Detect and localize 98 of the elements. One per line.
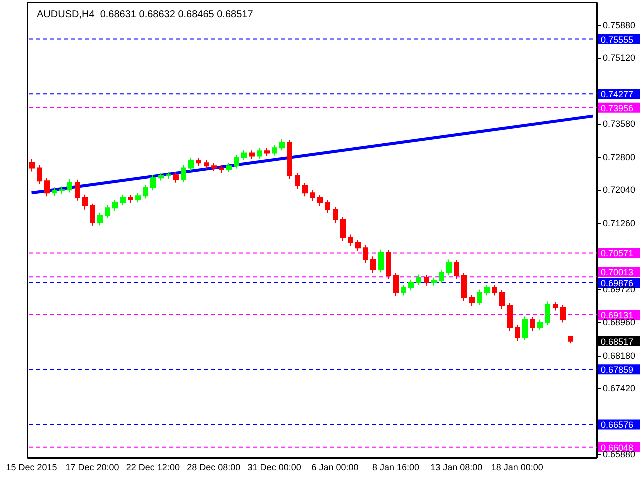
candlestick xyxy=(264,148,270,157)
y-tick-label: 0.75880 xyxy=(603,20,636,30)
y-tick-label: 0.67420 xyxy=(603,383,636,394)
candlestick xyxy=(181,164,186,183)
text: AUDUSD,H4 0.68631 0.68632 0.68465 0.68517 xyxy=(37,10,254,20)
candlestick xyxy=(386,250,391,280)
candlestick xyxy=(408,279,414,292)
ref-line-label: 0.70013 xyxy=(601,268,634,278)
candlestick xyxy=(143,184,148,200)
candlestick xyxy=(44,178,50,198)
candlestick xyxy=(325,200,330,214)
candlestick xyxy=(173,172,179,184)
y-tick-label: 0.72800 xyxy=(603,152,636,163)
candlestick xyxy=(204,160,209,170)
candlestick xyxy=(67,178,72,194)
x-tick-label: 13 Jan 08:00 xyxy=(430,462,483,472)
candlestick xyxy=(249,150,255,160)
x-tick-label: 15 Dec 2015 xyxy=(6,462,58,472)
ref-line-label: 0.73956 xyxy=(601,103,634,114)
candlestick xyxy=(279,139,285,152)
x-tick-label: 22 Dec 12:00 xyxy=(126,462,180,472)
candlestick xyxy=(188,157,194,172)
candlestick xyxy=(166,172,171,180)
candlestick xyxy=(530,316,535,332)
candlestick xyxy=(302,182,308,198)
candlestick xyxy=(424,274,429,286)
ref-line-label: 0.75555 xyxy=(601,34,634,45)
candlestick xyxy=(484,284,490,296)
y-tick-label: 0.75120 xyxy=(603,52,636,63)
candlestick xyxy=(219,164,224,174)
y-tick-label: 0.72040 xyxy=(603,185,636,196)
candlestick xyxy=(461,272,467,302)
candlestick xyxy=(226,162,232,174)
candlestick xyxy=(537,319,543,332)
candlestick xyxy=(560,304,566,324)
candlestick xyxy=(553,302,558,312)
candlestick xyxy=(135,192,141,204)
candlestick xyxy=(522,316,528,341)
candlestick xyxy=(340,216,346,242)
candlestick xyxy=(378,249,384,274)
ref-line-label: 0.70571 xyxy=(601,248,634,259)
candlestick xyxy=(75,179,80,202)
candlestick xyxy=(515,324,520,342)
x-tick-label: 6 Jan 00:00 xyxy=(312,462,359,472)
x-tick-label: 18 Jan 00:00 xyxy=(491,462,544,472)
candlestick xyxy=(469,294,475,307)
text: 0.68517 xyxy=(601,336,634,347)
candlestick xyxy=(507,302,513,332)
candlestick xyxy=(150,174,156,192)
candlestick xyxy=(454,260,459,280)
y-tick-label: 0.73580 xyxy=(603,119,636,130)
x-tick-label: 31 Dec 00:00 xyxy=(248,462,302,472)
ref-line-label: 0.74277 xyxy=(601,90,634,100)
x-tick-label: 8 Jan 16:00 xyxy=(372,462,420,472)
candlestick xyxy=(499,290,505,310)
candlestick xyxy=(370,256,376,274)
candlestick xyxy=(82,194,88,210)
candlestick xyxy=(477,289,482,306)
candlestick xyxy=(234,154,239,170)
candlestick xyxy=(310,190,315,202)
candlestick xyxy=(355,239,361,252)
y-tick-label: 0.68180 xyxy=(603,350,636,361)
candlestick xyxy=(59,186,65,195)
candlestick xyxy=(211,163,217,172)
candlestick xyxy=(446,259,452,276)
candlestick xyxy=(37,164,42,185)
candlestick xyxy=(29,158,35,172)
candlestick xyxy=(545,301,550,326)
candlestick xyxy=(196,158,201,167)
candlestick xyxy=(112,200,118,212)
x-tick-label: 17 Dec 20:00 xyxy=(66,462,120,472)
candlestick xyxy=(431,277,437,286)
candlestick xyxy=(317,194,323,207)
candlestick xyxy=(158,172,164,182)
x-tick-label: 28 Dec 08:00 xyxy=(187,462,241,472)
candlestick xyxy=(295,172,300,190)
candlestick xyxy=(105,204,110,219)
candlestick xyxy=(568,336,573,344)
candlestick xyxy=(128,194,133,204)
candlestick xyxy=(401,284,406,296)
candlestick xyxy=(272,144,277,156)
candlestick xyxy=(257,148,262,160)
candlestick xyxy=(333,206,338,224)
candlestick xyxy=(348,234,353,247)
candlestick xyxy=(439,269,444,284)
candlestick xyxy=(120,194,126,206)
candlestick xyxy=(97,212,103,226)
candlestick xyxy=(416,274,421,286)
candlestick xyxy=(393,272,399,297)
candlestick xyxy=(52,187,57,197)
candlestick xyxy=(287,140,292,180)
ref-line-label: 0.66576 xyxy=(601,420,634,430)
candlestick xyxy=(363,245,368,264)
ref-line-label: 0.67859 xyxy=(601,365,634,376)
candlestick xyxy=(90,203,95,227)
candlestick xyxy=(241,150,247,162)
y-tick-label: 0.71260 xyxy=(603,218,636,229)
candlestick xyxy=(492,284,497,296)
